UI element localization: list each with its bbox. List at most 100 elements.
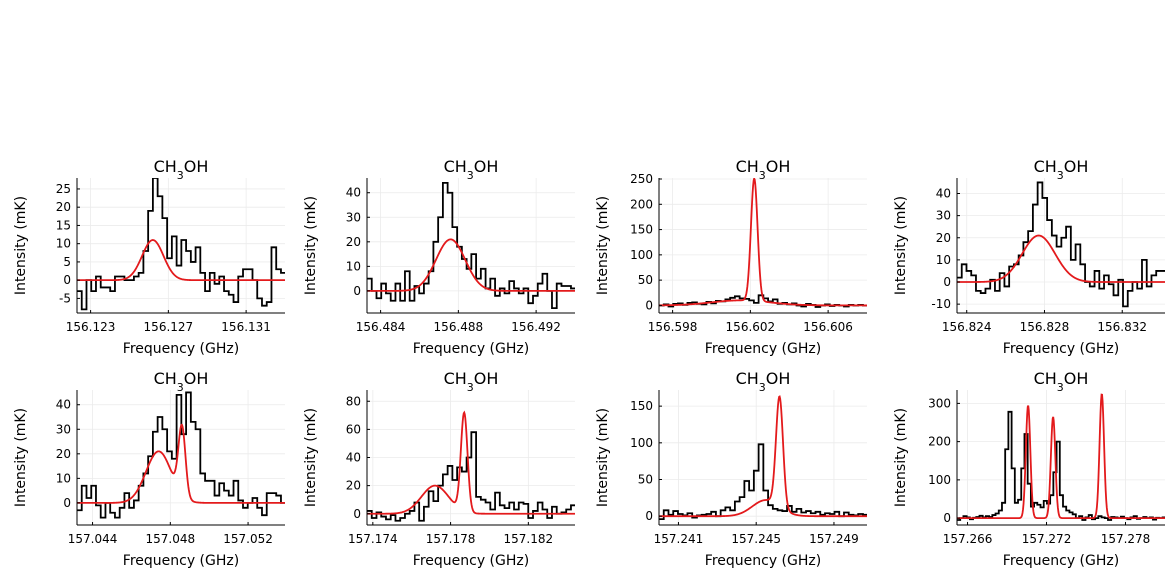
y-tick-label: 200 xyxy=(928,435,951,449)
x-tick-label: 156.123 xyxy=(66,320,116,334)
y-axis-label: Intensity (mK) xyxy=(595,408,611,507)
model-fit xyxy=(659,178,867,307)
y-tick-label: 10 xyxy=(56,237,71,251)
x-tick-label: 157.245 xyxy=(731,532,781,546)
panel-3: 156.598 156.602 156.606 0 50 100 150 200 250 CH3O… xyxy=(595,157,867,357)
x-tick-label: 157.048 xyxy=(145,532,195,546)
y-tick-label: 15 xyxy=(56,218,71,232)
panel-5: 157.044 157.048 157.052 0 10 20 30 40 CH3OH Frequ… xyxy=(13,369,285,569)
y-tick-label: 0 xyxy=(943,511,951,525)
panel-4: 156.824 156.828 156.832 -10 0 10 20 30 40 CH3OH Fr… xyxy=(893,157,1165,357)
x-axis-label: Frequency (GHz) xyxy=(705,553,821,569)
model-fit xyxy=(659,395,867,518)
y-tick-label: 0 xyxy=(63,273,71,287)
x-tick-label: 157.278 xyxy=(1101,532,1151,546)
y-tick-label: 200 xyxy=(630,197,653,211)
x-axis-label: Frequency (GHz) xyxy=(1003,341,1119,357)
y-tick-label: 20 xyxy=(56,447,71,461)
y-tick-label: 30 xyxy=(346,210,361,224)
y-tick-label: 60 xyxy=(346,422,361,436)
model-fit xyxy=(957,234,1165,283)
x-tick-label: 157.052 xyxy=(223,532,273,546)
x-tick-label: 157.174 xyxy=(348,532,398,546)
y-tick-label: 25 xyxy=(56,182,71,196)
panel-2: 156.484 156.488 156.492 0 10 20 30 40 CH3OH Frequ… xyxy=(303,157,575,357)
x-tick-label: 157.266 xyxy=(943,532,993,546)
y-tick-label: 0 xyxy=(943,275,951,289)
panel-title: CH3OH xyxy=(736,369,791,394)
x-axis-label: Frequency (GHz) xyxy=(705,341,821,357)
x-tick-label: 156.602 xyxy=(726,320,776,334)
y-tick-label: -5 xyxy=(59,291,71,305)
y-tick-label: 20 xyxy=(56,200,71,214)
x-axis-label: Frequency (GHz) xyxy=(413,341,529,357)
y-tick-label: 100 xyxy=(630,248,653,262)
panel-title: CH3OH xyxy=(154,369,209,394)
panel-6: 157.174 157.178 157.182 0 20 40 60 80 CH3OH Frequ… xyxy=(303,369,575,569)
model-fit xyxy=(367,410,575,515)
y-tick-label: 40 xyxy=(346,451,361,465)
observed-spectrum xyxy=(659,443,867,521)
y-tick-label: 50 xyxy=(638,473,653,487)
x-tick-label: 157.249 xyxy=(809,532,859,546)
x-tick-label: 157.178 xyxy=(426,532,476,546)
y-tick-label: 0 xyxy=(645,509,653,523)
model-fit xyxy=(77,423,285,504)
y-axis-label: Intensity (mK) xyxy=(595,196,611,295)
y-tick-label: 40 xyxy=(56,398,71,412)
y-axis-label: Intensity (mK) xyxy=(893,196,909,295)
y-tick-label: 0 xyxy=(353,507,361,521)
y-tick-label: 100 xyxy=(630,436,653,450)
y-tick-label: 20 xyxy=(936,231,951,245)
panel-title: CH3OH xyxy=(1034,369,1089,394)
x-tick-label: 156.832 xyxy=(1097,320,1147,334)
y-tick-label: 300 xyxy=(928,396,951,410)
y-tick-label: 0 xyxy=(63,496,71,510)
panel-1: 156.123 156.127 156.131 -5 0 5 10 15 20 25 CH3OH Fr… xyxy=(13,157,285,357)
y-axis-label: Intensity (mK) xyxy=(13,408,29,507)
y-tick-label: 5 xyxy=(63,255,71,269)
x-tick-label: 157.182 xyxy=(504,532,554,546)
y-tick-label: 100 xyxy=(928,473,951,487)
y-axis-label: Intensity (mK) xyxy=(893,408,909,507)
x-tick-label: 156.606 xyxy=(803,320,853,334)
panel-8: 157.266 157.272 157.278 0 100 200 300 CH3OH Freq… xyxy=(893,369,1165,569)
x-axis-label: Frequency (GHz) xyxy=(1003,553,1119,569)
y-tick-label: -10 xyxy=(931,297,951,311)
y-tick-label: 20 xyxy=(346,235,361,249)
y-tick-label: 30 xyxy=(56,422,71,436)
y-tick-label: 50 xyxy=(638,273,653,287)
panel-title: CH3OH xyxy=(1034,157,1089,182)
x-tick-label: 157.272 xyxy=(1022,532,1072,546)
observed-spectrum xyxy=(957,181,1165,308)
y-tick-label: 10 xyxy=(346,259,361,273)
x-tick-label: 156.127 xyxy=(144,320,194,334)
y-axis-label: Intensity (mK) xyxy=(13,196,29,295)
y-tick-label: 0 xyxy=(645,298,653,312)
x-tick-label: 156.824 xyxy=(942,320,992,334)
y-tick-label: 150 xyxy=(630,399,653,413)
model-fit xyxy=(367,238,575,292)
panel-7: 157.241 157.245 157.249 0 50 100 150 CH3OH Frequ… xyxy=(595,369,867,569)
y-tick-label: 10 xyxy=(936,253,951,267)
x-axis-label: Frequency (GHz) xyxy=(123,341,239,357)
y-tick-label: 80 xyxy=(346,394,361,408)
y-tick-label: 40 xyxy=(346,186,361,200)
model-fit xyxy=(957,393,1165,520)
observed-spectrum xyxy=(367,182,575,309)
x-tick-label: 157.044 xyxy=(68,532,118,546)
x-axis-label: Frequency (GHz) xyxy=(123,553,239,569)
y-tick-label: 250 xyxy=(630,172,653,186)
x-tick-label: 156.492 xyxy=(511,320,561,334)
x-tick-label: 156.598 xyxy=(648,320,698,334)
observed-spectrum xyxy=(77,391,285,519)
y-tick-label: 40 xyxy=(936,186,951,200)
observed-spectrum xyxy=(957,410,1165,521)
x-tick-label: 156.828 xyxy=(1020,320,1070,334)
x-tick-label: 156.488 xyxy=(434,320,484,334)
y-tick-label: 20 xyxy=(346,479,361,493)
panel-title: CH3OH xyxy=(444,157,499,182)
y-axis-label: Intensity (mK) xyxy=(303,408,319,507)
y-axis-label: Intensity (mK) xyxy=(303,196,319,295)
